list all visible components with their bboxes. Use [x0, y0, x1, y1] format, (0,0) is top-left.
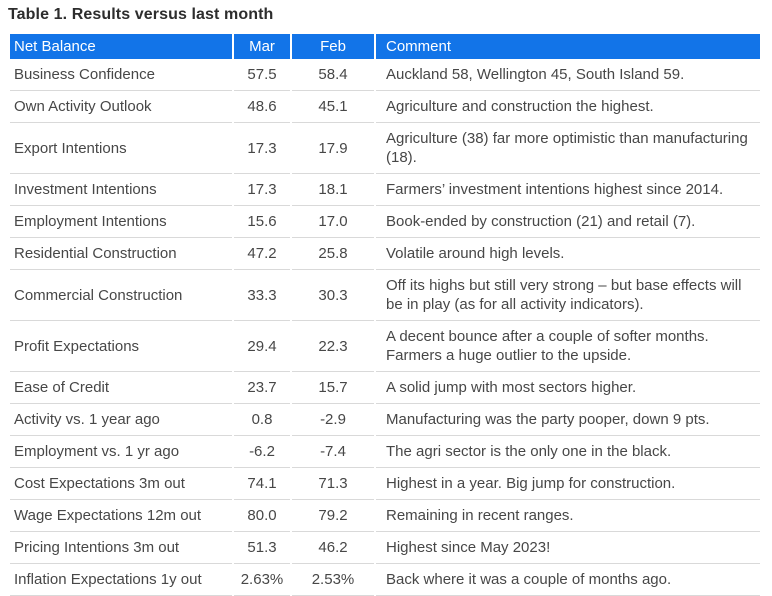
feb-value-cell: -2.9	[292, 404, 374, 436]
comment-cell: Auckland 58, Wellington 45, South Island…	[376, 59, 760, 91]
comment-cell: Volatile around high levels.	[376, 238, 760, 270]
mar-value-cell: 51.3	[234, 532, 290, 564]
comment-cell: Book-ended by construction (21) and reta…	[376, 206, 760, 238]
mar-value-cell: 29.4	[234, 321, 290, 372]
table-row: Investment Intentions 17.3 18.1 Farmers’ in…	[10, 174, 760, 206]
table-row: Ease of Credit 23.7 15.7 A solid jump with …	[10, 372, 760, 404]
feb-value-cell: 46.2	[292, 532, 374, 564]
mar-value-cell: 74.1	[234, 468, 290, 500]
comment-cell: Remaining in recent ranges.	[376, 500, 760, 532]
feb-value-cell: 79.2	[292, 500, 374, 532]
results-table-body: Business Confidence 57.5 58.4 Auckland 58, …	[10, 59, 760, 596]
mar-value-cell: -6.2	[234, 436, 290, 468]
table-row: Residential Construction 47.2 25.8 Volatile…	[10, 238, 760, 270]
net-balance-cell: Business Confidence	[10, 59, 232, 91]
net-balance-cell: Employment vs. 1 yr ago	[10, 436, 232, 468]
table-row: Profit Expectations 29.4 22.3 A decent boun…	[10, 321, 760, 372]
column-header-net-balance: Net Balance	[10, 34, 232, 59]
results-table: Net Balance Mar Feb Comment Business Con…	[8, 34, 762, 596]
net-balance-cell: Inflation Expectations 1y out	[10, 564, 232, 596]
column-header-mar: Mar	[234, 34, 290, 59]
feb-value-cell: 2.53%	[292, 564, 374, 596]
mar-value-cell: 2.63%	[234, 564, 290, 596]
feb-value-cell: 71.3	[292, 468, 374, 500]
comment-cell: Manufacturing was the party pooper, down…	[376, 404, 760, 436]
feb-value-cell: 18.1	[292, 174, 374, 206]
net-balance-cell: Export Intentions	[10, 123, 232, 174]
table-row: Activity vs. 1 year ago 0.8 -2.9 Manufactur…	[10, 404, 760, 436]
feb-value-cell: 25.8	[292, 238, 374, 270]
mar-value-cell: 17.3	[234, 123, 290, 174]
net-balance-cell: Cost Expectations 3m out	[10, 468, 232, 500]
feb-value-cell: 17.9	[292, 123, 374, 174]
net-balance-cell: Profit Expectations	[10, 321, 232, 372]
comment-cell: Back where it was a couple of months ago…	[376, 564, 760, 596]
comment-cell: Highest since May 2023!	[376, 532, 760, 564]
mar-value-cell: 0.8	[234, 404, 290, 436]
mar-value-cell: 33.3	[234, 270, 290, 321]
mar-value-cell: 17.3	[234, 174, 290, 206]
mar-value-cell: 80.0	[234, 500, 290, 532]
table-row: Pricing Intentions 3m out 51.3 46.2 Highest…	[10, 532, 760, 564]
net-balance-cell: Pricing Intentions 3m out	[10, 532, 232, 564]
table-row: Commercial Construction 33.3 30.3 Off its h…	[10, 270, 760, 321]
mar-value-cell: 57.5	[234, 59, 290, 91]
feb-value-cell: -7.4	[292, 436, 374, 468]
table-row: Wage Expectations 12m out 80.0 79.2 Remaini…	[10, 500, 760, 532]
net-balance-cell: Commercial Construction	[10, 270, 232, 321]
table-row: Employment vs. 1 yr ago -6.2 -7.4 The agri …	[10, 436, 760, 468]
net-balance-cell: Residential Construction	[10, 238, 232, 270]
column-header-comment: Comment	[376, 34, 760, 59]
mar-value-cell: 23.7	[234, 372, 290, 404]
comment-cell: Agriculture (38) far more optimistic tha…	[376, 123, 760, 174]
comment-cell: Agriculture and construction the highest…	[376, 91, 760, 123]
feb-value-cell: 17.0	[292, 206, 374, 238]
comment-cell: Farmers’ investment intentions highest s…	[376, 174, 760, 206]
header-row: Net Balance Mar Feb Comment	[10, 34, 760, 59]
net-balance-cell: Ease of Credit	[10, 372, 232, 404]
feb-value-cell: 58.4	[292, 59, 374, 91]
table-row: Own Activity Outlook 48.6 45.1 Agriculture …	[10, 91, 760, 123]
feb-value-cell: 15.7	[292, 372, 374, 404]
column-header-feb: Feb	[292, 34, 374, 59]
comment-cell: A decent bounce after a couple of softer…	[376, 321, 760, 372]
comment-cell: A solid jump with most sectors higher.	[376, 372, 760, 404]
comment-cell: Highest in a year. Big jump for construc…	[376, 468, 760, 500]
mar-value-cell: 48.6	[234, 91, 290, 123]
comment-cell: The agri sector is the only one in the b…	[376, 436, 760, 468]
comment-cell: Off its highs but still very strong – bu…	[376, 270, 760, 321]
table-row: Export Intentions 17.3 17.9 Agriculture (38…	[10, 123, 760, 174]
mar-value-cell: 15.6	[234, 206, 290, 238]
net-balance-cell: Wage Expectations 12m out	[10, 500, 232, 532]
net-balance-cell: Employment Intentions	[10, 206, 232, 238]
feb-value-cell: 30.3	[292, 270, 374, 321]
table-title: Table 1. Results versus last month	[8, 6, 274, 23]
feb-value-cell: 45.1	[292, 91, 374, 123]
feb-value-cell: 22.3	[292, 321, 374, 372]
table-row: Cost Expectations 3m out 74.1 71.3 Highest …	[10, 468, 760, 500]
net-balance-cell: Activity vs. 1 year ago	[10, 404, 232, 436]
table-row: Employment Intentions 15.6 17.0 Book-ended …	[10, 206, 760, 238]
table-row: Inflation Expectations 1y out 2.63% 2.53% B…	[10, 564, 760, 596]
net-balance-cell: Own Activity Outlook	[10, 91, 232, 123]
table-row: Business Confidence 57.5 58.4 Auckland 58, …	[10, 59, 760, 91]
mar-value-cell: 47.2	[234, 238, 290, 270]
net-balance-cell: Investment Intentions	[10, 174, 232, 206]
